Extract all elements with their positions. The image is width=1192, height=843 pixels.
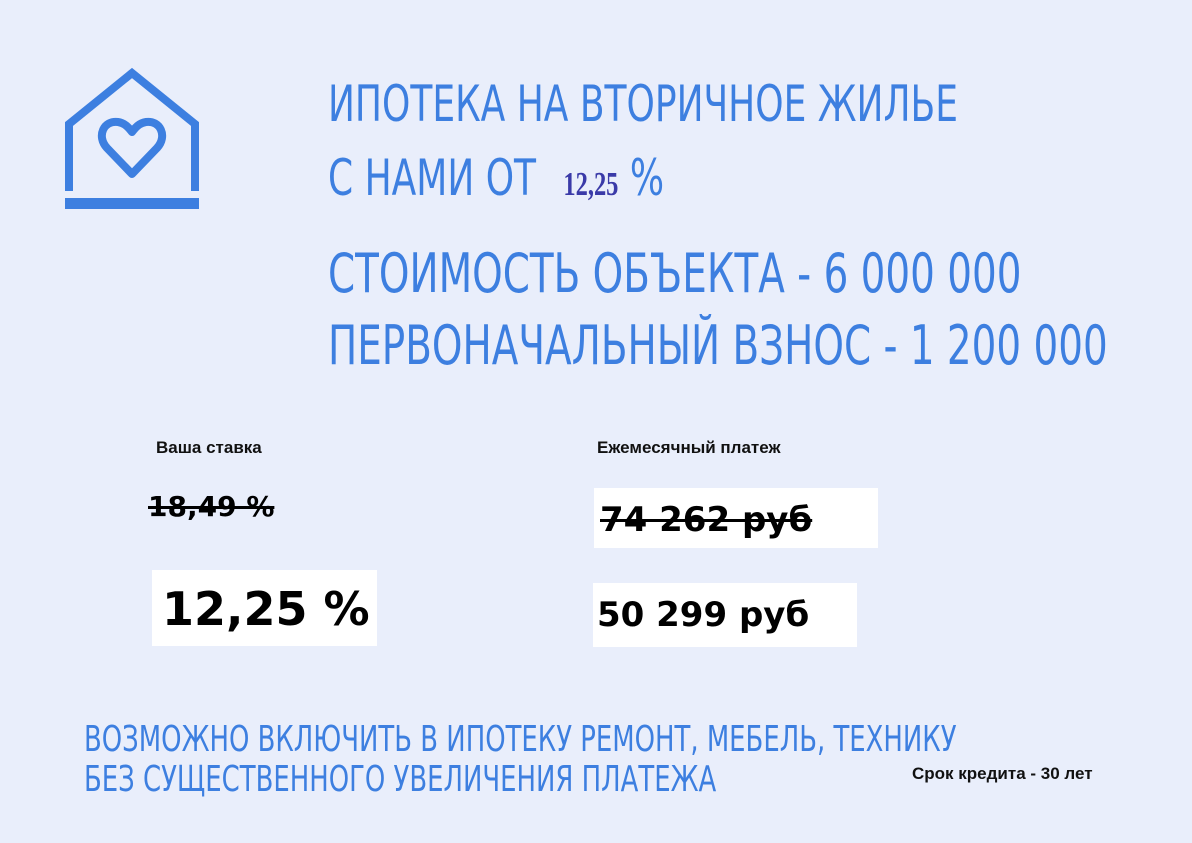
house-heart-icon (65, 67, 199, 209)
old-payment-box: 74 262 руб (594, 488, 878, 548)
property-cost: СТОИМОСТЬ ОБЪЕКТА - 6 000 000 (328, 242, 1022, 305)
headline-percent: % (629, 149, 665, 207)
down-payment: ПЕРВОНАЧАЛЬНЫЙ ВЗНОС - 1 200 000 (328, 314, 1108, 377)
loan-term: Срок кредита - 30 лет (912, 764, 1093, 783)
new-payment-box: 50 299 руб (593, 583, 857, 647)
headline-prefix: С НАМИ ОТ (328, 149, 537, 207)
rate-label: Ваша ставка (156, 438, 262, 457)
new-payment: 50 299 руб (597, 595, 810, 635)
headline-line1: ИПОТЕКА НА ВТОРИЧНОЕ ЖИЛЬЕ (328, 75, 958, 133)
headline-rate: 12,25 (563, 166, 619, 203)
payment-label: Ежемесячный платеж (597, 438, 781, 457)
footer-line1: ВОЗМОЖНО ВКЛЮЧИТЬ В ИПОТЕКУ РЕМОНТ, МЕБЕ… (84, 719, 957, 760)
headline-line2: С НАМИ ОТ 12,25 % (328, 150, 664, 213)
old-rate: 18,49 % (148, 490, 275, 523)
new-rate: 12,25 % (162, 582, 370, 636)
footer-line2: БЕЗ СУЩЕСТВЕННОГО УВЕЛИЧЕНИЯ ПЛАТЕЖА (84, 759, 717, 800)
new-rate-box: 12,25 % (152, 570, 377, 646)
old-payment: 74 262 руб (600, 500, 813, 540)
